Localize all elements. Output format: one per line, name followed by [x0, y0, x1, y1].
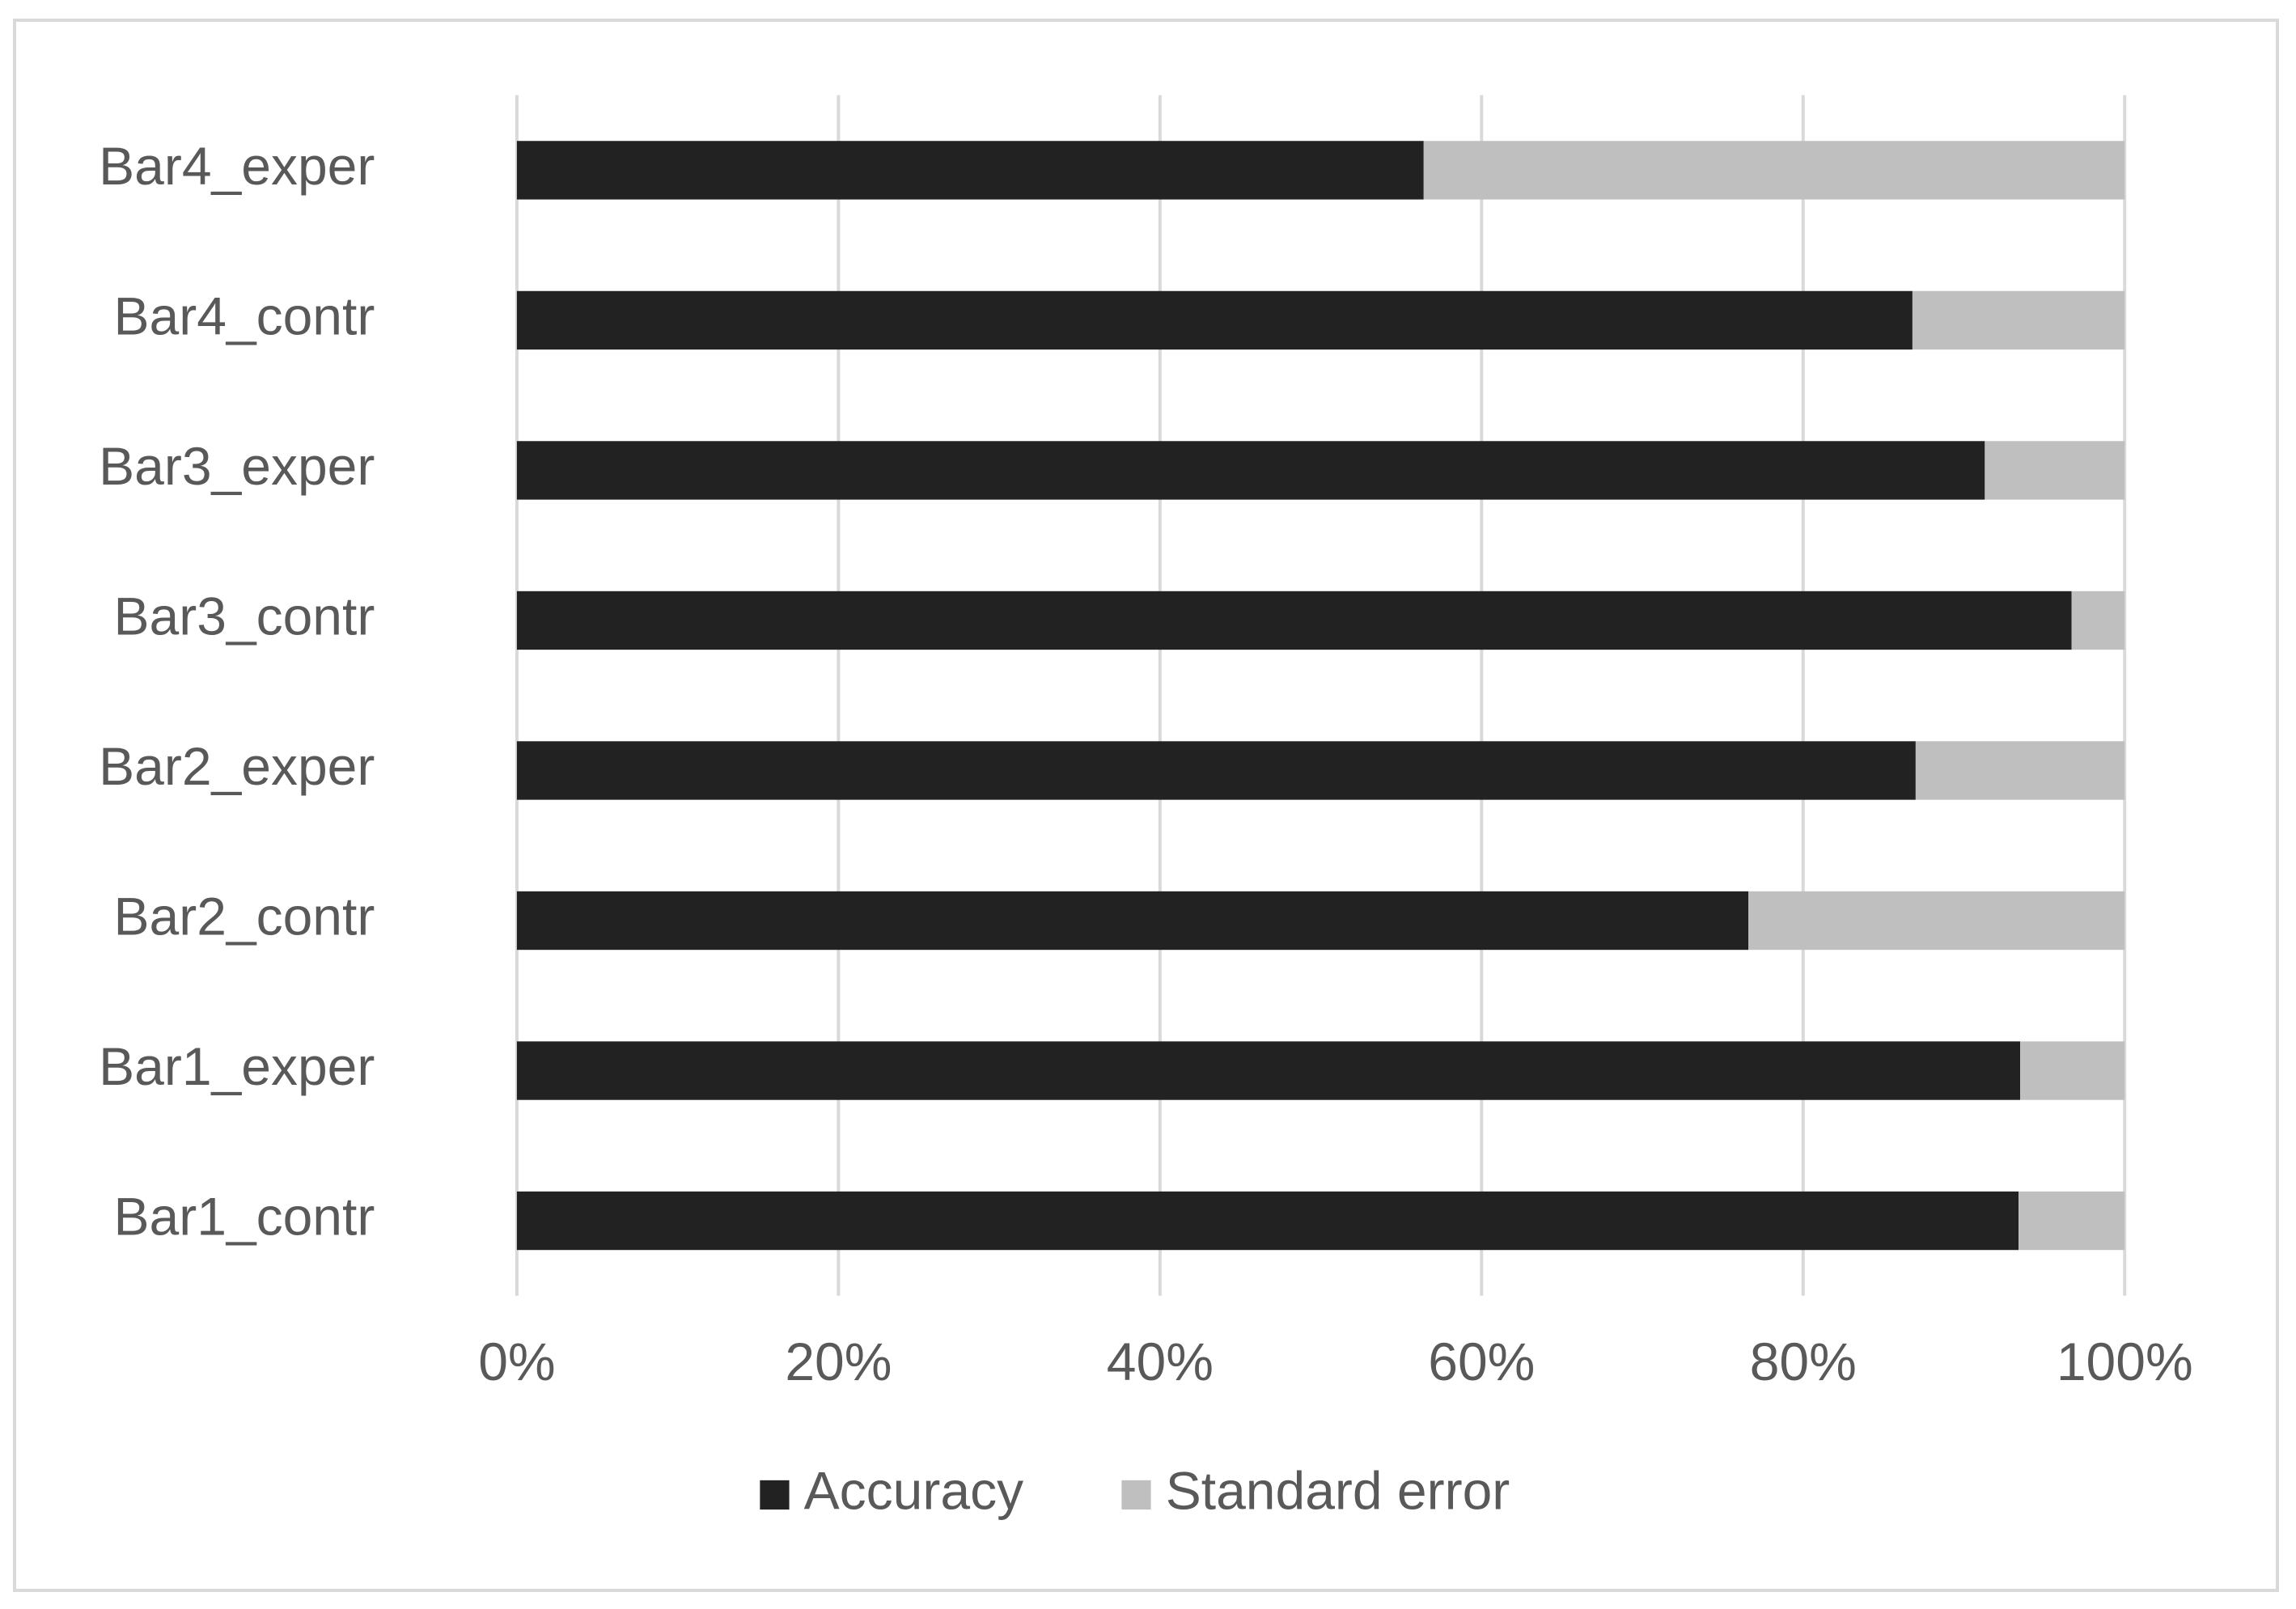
x-tick-label: 60% [1428, 1332, 1535, 1391]
legend-label: Accuracy [804, 1460, 1023, 1520]
bar-segment [516, 290, 1913, 350]
bar-segment [516, 891, 1749, 951]
y-tick-label: Bar2_contr [113, 886, 375, 946]
x-tick-label: 0% [478, 1332, 555, 1391]
legend-label: Standard error [1166, 1460, 1510, 1520]
y-tick-label: Bar4_contr [113, 286, 375, 345]
bar-segment [516, 741, 1916, 800]
bar-segment [516, 591, 2072, 650]
x-tick-label: 80% [1750, 1332, 1857, 1391]
bar-segment [516, 441, 1985, 500]
bar-segment [1423, 141, 2125, 200]
y-tick-label: Bar1_contr [113, 1186, 375, 1246]
chart-border [13, 19, 2279, 1592]
bar-segment [2019, 1191, 2125, 1251]
y-tick-label: Bar4_exper [99, 136, 375, 196]
y-tick-label: Bar1_exper [99, 1036, 375, 1096]
y-tick-label: Bar3_contr [113, 586, 375, 646]
y-tick-label: Bar3_exper [99, 436, 375, 496]
x-tick-label: 40% [1107, 1332, 1214, 1391]
bar-segment [2020, 1041, 2125, 1100]
bar-segment [1915, 741, 2125, 800]
legend-swatch [1121, 1480, 1151, 1510]
bar-segment [1748, 891, 2125, 951]
bar-segment [2071, 591, 2125, 650]
y-tick-label: Bar2_exper [99, 736, 375, 796]
x-tick-label: 100% [2057, 1332, 2193, 1391]
bar-segment [516, 1041, 2021, 1100]
bar-segment [1985, 441, 2125, 500]
legend-swatch [760, 1480, 790, 1510]
bar-segment [1912, 290, 2125, 350]
bar-segment [516, 141, 1424, 200]
x-tick-label: 20% [785, 1332, 892, 1391]
bar-segment [516, 1191, 2019, 1251]
